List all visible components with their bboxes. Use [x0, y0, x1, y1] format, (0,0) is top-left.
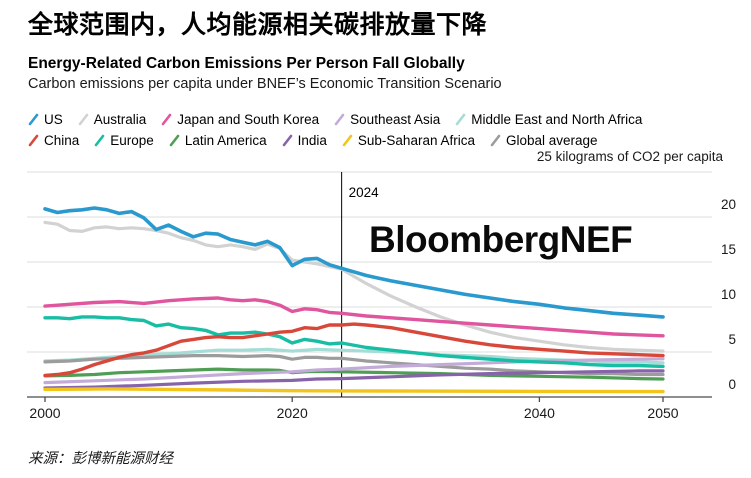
- legend-slash-icon: [28, 134, 39, 147]
- legend-item-us: US: [28, 112, 63, 127]
- legend-slash-icon: [169, 134, 180, 147]
- legend: US Australia Japan and South Korea Southeas…: [28, 109, 642, 151]
- legend-item-sea: Southeast Asia: [334, 112, 440, 127]
- legend-label: Japan and South Korea: [177, 112, 320, 127]
- legend-slash-icon: [334, 113, 345, 126]
- legend-item-japan_sk: Japan and South Korea: [161, 112, 319, 127]
- legend-item-global: Global average: [490, 133, 598, 148]
- xtick-label-2020: 2020: [277, 405, 308, 421]
- legend-label: Australia: [93, 112, 147, 127]
- series-line-japan_sk: [43, 296, 665, 338]
- legend-label: Europe: [110, 133, 154, 148]
- legend-slash-icon: [161, 113, 172, 126]
- chart-subtitle: Carbon emissions per capita under BNEF’s…: [28, 76, 502, 92]
- legend-slash-icon: [490, 134, 501, 147]
- page-title-chinese: 全球范围内，人均能源相关碳排放量下降: [28, 11, 488, 39]
- xtick-label-2000: 2000: [29, 405, 60, 421]
- xtick-label-2050: 2050: [647, 405, 678, 421]
- legend-label: US: [44, 112, 63, 127]
- series-line-europe: [43, 315, 665, 369]
- legend-item-ssa: Sub-Saharan Africa: [342, 133, 475, 148]
- series-line-us: [43, 206, 665, 319]
- chart-title: Energy-Related Carbon Emissions Per Pers…: [28, 55, 465, 72]
- series-line-india: [43, 369, 665, 390]
- ytick-label-15: 15: [721, 242, 736, 257]
- legend-label: Middle East and North Africa: [471, 112, 643, 127]
- series-line-ssa: [43, 387, 665, 394]
- legend-slash-icon: [94, 134, 105, 147]
- legend-label: Sub-Saharan Africa: [357, 133, 475, 148]
- legend-item-mena: Middle East and North Africa: [455, 112, 642, 127]
- ytick-label-5: 5: [728, 332, 736, 347]
- xtick-label-2040: 2040: [524, 405, 555, 421]
- legend-row-2: China Europe Latin America India Sub-Saharan…: [28, 130, 642, 151]
- legend-item-europe: Europe: [94, 133, 154, 148]
- legend-label: China: [44, 133, 80, 148]
- legend-slash-icon: [342, 134, 353, 147]
- bloombergnef-watermark: BloombergNEF: [369, 219, 633, 260]
- legend-item-australia: Australia: [78, 112, 147, 127]
- ytick-label-10: 10: [721, 287, 736, 302]
- source-note: 来源：彭博新能源财经: [28, 451, 173, 467]
- legend-item-china: China: [28, 133, 79, 148]
- ytick-label-20: 20: [721, 197, 736, 212]
- ytick-label-0: 0: [728, 377, 736, 392]
- legend-slash-icon: [78, 113, 89, 126]
- legend-label: Southeast Asia: [350, 112, 441, 127]
- annotation-label-2024: 2024: [349, 185, 380, 200]
- series-line-sea: [43, 357, 665, 385]
- legend-label: India: [297, 133, 327, 148]
- legend-slash-icon: [455, 113, 466, 126]
- series-line-china: [43, 322, 665, 378]
- legend-slash-icon: [282, 134, 292, 147]
- legend-slash-icon: [28, 113, 39, 126]
- legend-item-india: India: [282, 133, 327, 148]
- legend-label: Global average: [505, 133, 598, 148]
- legend-item-latam: Latin America: [169, 133, 267, 148]
- y-axis-unit-label: 25 kilograms of CO2 per capita: [536, 149, 723, 164]
- legend-row-1: US Australia Japan and South Korea Southeas…: [28, 109, 642, 130]
- legend-label: Latin America: [184, 133, 267, 148]
